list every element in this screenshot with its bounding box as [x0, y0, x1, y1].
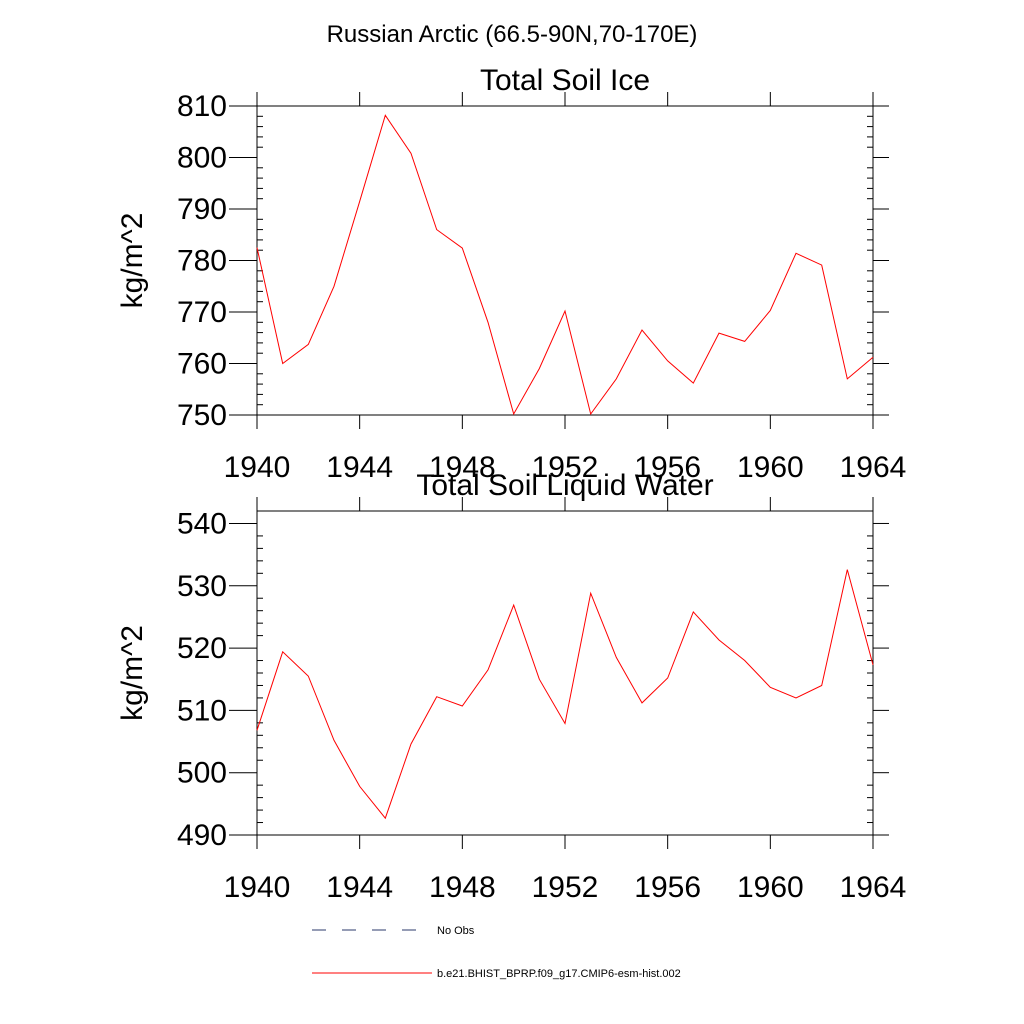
soil-ice-ytick-label: 790	[177, 193, 227, 226]
soil-liquid-frame	[256, 510, 874, 836]
soil-ice-series-line	[256, 114, 874, 416]
soil-ice-xtick-label: 1940	[224, 451, 291, 484]
soil-ice-panel: Total Soil Ice kg/m^2 750 760 770 780 790 800 81…	[116, 64, 906, 484]
soil-ice-ytick-label: 770	[177, 296, 227, 329]
soil-liquid-xtick-label: 1944	[326, 871, 393, 904]
soil-liquid-xtick-label: 1960	[737, 871, 804, 904]
soil-ice-ytick-label: 810	[177, 90, 227, 123]
soil-liquid-ylabel: kg/m^2	[116, 625, 149, 721]
soil-liquid-title: Total Soil Liquid Water	[416, 469, 713, 502]
soil-ice-ytick-label: 760	[177, 348, 227, 381]
soil-liquid-water-panel: Total Soil Liquid Water kg/m^2 490 500 510 52…	[116, 469, 906, 904]
legend: No Obs b.e21.BHIST_BPRP.f09_g17.CMIP6-es…	[312, 925, 681, 980]
legend-obs-label: No Obs	[437, 925, 475, 937]
soil-ice-title: Total Soil Ice	[480, 64, 650, 97]
soil-ice-xtick-label: 1952	[532, 451, 599, 484]
soil-liquid-ytick-label: 500	[177, 757, 227, 790]
soil-ice-xtick-label: 1956	[634, 451, 701, 484]
soil-ice-xtick-label: 1964	[840, 451, 907, 484]
soil-ice-xtick-label: 1948	[429, 451, 496, 484]
soil-liquid-ytick-label: 520	[177, 632, 227, 665]
figure-title: Russian Arctic (66.5-90N,70-170E)	[327, 21, 698, 48]
soil-ice-ytick-label: 800	[177, 142, 227, 175]
soil-liquid-xtick-label: 1956	[634, 871, 701, 904]
soil-liquid-ytick-label: 530	[177, 570, 227, 603]
soil-ice-ytick-label: 780	[177, 245, 227, 278]
soil-liquid-xtick-label: 1948	[429, 871, 496, 904]
soil-liquid-xtick-label: 1964	[840, 871, 907, 904]
soil-liquid-ytick-label: 510	[177, 694, 227, 727]
soil-ice-ytick-label: 750	[177, 399, 227, 432]
soil-liquid-xtick-label: 1952	[532, 871, 599, 904]
soil-liquid-xtick-label: 1940	[224, 871, 291, 904]
soil-ice-ylabel: kg/m^2	[116, 213, 149, 309]
soil-liquid-series-line	[256, 569, 874, 820]
legend-model-label: b.e21.BHIST_BPRP.f09_g17.CMIP6-esm-hist.…	[437, 968, 681, 980]
soil-ice-xtick-label: 1944	[326, 451, 393, 484]
soil-liquid-ytick-label: 490	[177, 819, 227, 852]
soil-liquid-ytick-label: 540	[177, 507, 227, 540]
soil-ice-frame	[256, 105, 874, 416]
soil-ice-xtick-label: 1960	[737, 451, 804, 484]
